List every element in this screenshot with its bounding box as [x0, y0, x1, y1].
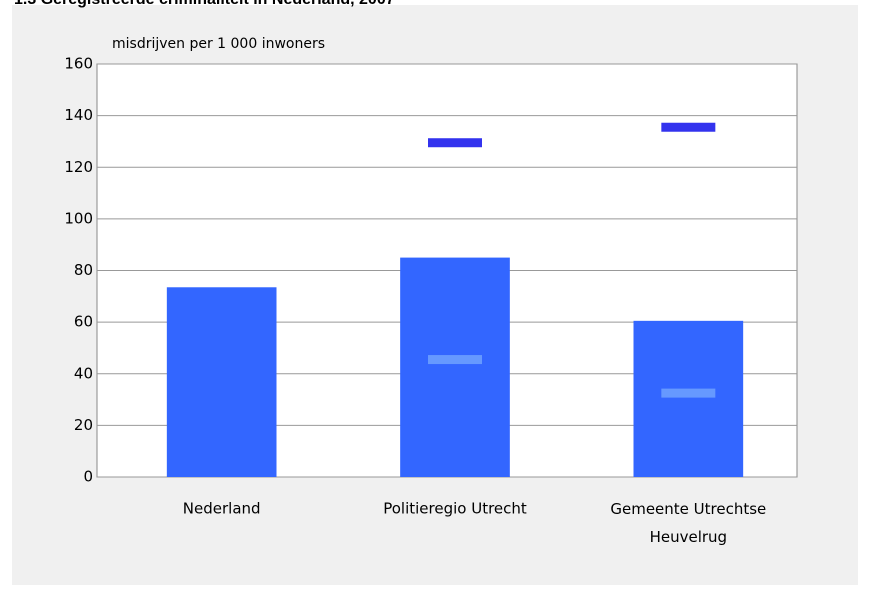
x-tick-label: Nederland [183, 500, 261, 518]
bar [633, 320, 744, 477]
y-tick-label: 0 [83, 468, 93, 486]
marker [661, 122, 716, 132]
y-axis-label: misdrijven per 1 000 inwoners [112, 36, 325, 52]
x-tick-label: Gemeente Utrechtse Heuvelrug [610, 500, 766, 546]
marker [661, 388, 716, 398]
y-tick-label: 140 [64, 106, 93, 124]
y-tick-label: 100 [64, 209, 93, 227]
bar [166, 287, 277, 477]
y-tick-label: 40 [74, 364, 93, 382]
y-tick-label: 20 [74, 416, 93, 434]
y-tick-label: 60 [74, 313, 93, 331]
bar [400, 257, 510, 477]
y-tick-label: 120 [64, 158, 93, 176]
marker [428, 138, 482, 148]
y-tick-label: 80 [74, 261, 93, 279]
marker [428, 355, 482, 365]
chart-title: 1.3 Geregistreerde criminaliteit in Nede… [14, 0, 395, 8]
x-tick-label: Politieregio Utrecht [383, 500, 527, 518]
y-tick-label: 160 [64, 55, 93, 73]
